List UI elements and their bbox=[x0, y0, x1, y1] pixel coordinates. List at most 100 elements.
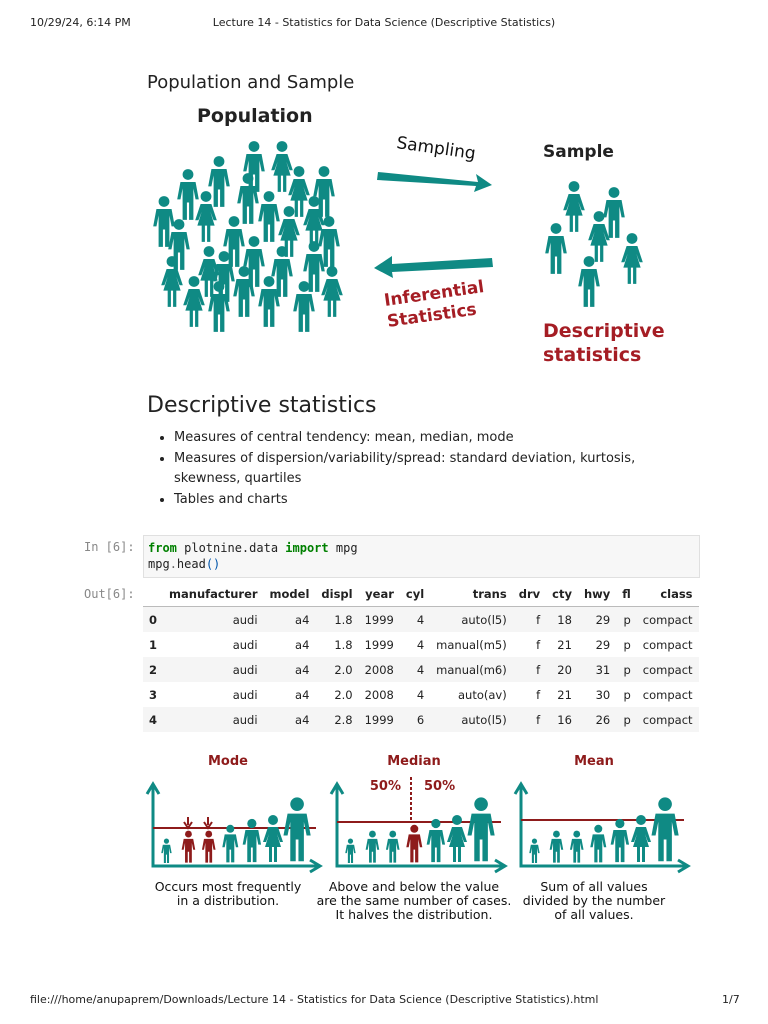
table-cell: 18 bbox=[557, 612, 572, 627]
code: mpg bbox=[328, 541, 358, 555]
code-line: mpg.head() bbox=[148, 556, 695, 572]
code-cell: from plotnine.data import mpg mpg.head() bbox=[143, 535, 700, 578]
axes bbox=[519, 786, 686, 868]
table-cell: f bbox=[536, 662, 541, 677]
panel-title: Mode bbox=[208, 754, 248, 769]
table-cell: 31 bbox=[595, 662, 611, 677]
table-cell: 29 bbox=[595, 637, 611, 652]
bullet-list: Measures of central tendency: mean, medi… bbox=[152, 428, 694, 510]
table-cell: 2008 bbox=[364, 662, 394, 677]
paren: () bbox=[205, 557, 221, 571]
axis-arrows bbox=[329, 781, 508, 874]
heading: Descriptive statistics bbox=[147, 393, 377, 418]
table-cell: 4 bbox=[416, 662, 425, 677]
table-cell: 20 bbox=[557, 662, 572, 677]
table-cell: p bbox=[623, 637, 631, 652]
person-icon bbox=[271, 141, 293, 192]
column-header: fl bbox=[622, 586, 631, 601]
sampling-label: Sampling bbox=[395, 133, 477, 164]
input-prompt: In [6]: bbox=[84, 540, 135, 554]
table-cell: 6 bbox=[416, 712, 425, 727]
table-cell: auto(l5) bbox=[461, 612, 507, 627]
person-icon bbox=[208, 156, 230, 207]
table-cell: 1.8 bbox=[334, 637, 353, 652]
code: mpg bbox=[148, 557, 170, 571]
person-icon bbox=[651, 797, 679, 862]
print-url: file:///home/anupaprem/Downloads/Lecture… bbox=[30, 993, 599, 1006]
person-icon bbox=[258, 276, 280, 327]
axes bbox=[151, 786, 318, 868]
median-percent: 50% bbox=[370, 779, 401, 794]
person-icon bbox=[345, 838, 356, 863]
table-cell: 4 bbox=[416, 687, 425, 702]
column-header: class bbox=[660, 586, 693, 601]
person-icon bbox=[243, 141, 265, 192]
table-cell: audi bbox=[232, 662, 258, 677]
table-cell: 30 bbox=[595, 687, 611, 702]
person-icon bbox=[631, 815, 651, 862]
index-header bbox=[143, 581, 163, 607]
header-row: manufacturer model displ year cyl trans drv cty… bbox=[143, 581, 699, 607]
table-cell: compact bbox=[642, 662, 693, 677]
caption: divided by the number bbox=[523, 893, 666, 908]
column-header: hwy bbox=[583, 586, 611, 601]
table-row: 4 audi a4 2.8 1999 6 auto(l5) f 16 26 p compact bbox=[143, 707, 699, 732]
column-header: trans bbox=[472, 586, 507, 601]
row-index: 0 bbox=[149, 612, 158, 627]
table-cell: 26 bbox=[595, 712, 611, 727]
person-icon bbox=[621, 233, 643, 284]
column-header: manufacturer bbox=[169, 586, 258, 601]
table-cell: a4 bbox=[295, 612, 310, 627]
person-icon bbox=[549, 830, 564, 863]
person-icon bbox=[161, 256, 183, 307]
bullet: Measures of central tendency: mean, medi… bbox=[174, 428, 694, 449]
column-header: cty bbox=[552, 586, 572, 601]
keyword: import bbox=[285, 541, 329, 555]
print-title: Lecture 14 - Statistics for Data Science… bbox=[212, 16, 556, 29]
keyword: from bbox=[148, 541, 177, 555]
table-cell: 29 bbox=[595, 612, 611, 627]
table-row: 1 audi a4 1.8 1999 4 manual(m5) f 21 29 p compact bbox=[143, 632, 699, 657]
axes bbox=[335, 786, 503, 868]
descriptive-label: statistics bbox=[543, 344, 642, 366]
caption: Sum of all values bbox=[540, 879, 647, 894]
row-index: 1 bbox=[149, 637, 158, 652]
person-icon bbox=[181, 830, 196, 863]
person-icon bbox=[385, 830, 400, 863]
caption: It halves the distribution. bbox=[336, 907, 493, 922]
table-cell: 4 bbox=[416, 612, 425, 627]
person-icon bbox=[569, 830, 584, 863]
mode-arrow bbox=[203, 817, 213, 830]
population-label: Population bbox=[197, 105, 313, 127]
table-cell: a4 bbox=[295, 637, 310, 652]
median-percent: 50% bbox=[424, 779, 455, 794]
table-cell: 16 bbox=[557, 712, 572, 727]
column-header: year bbox=[365, 586, 394, 601]
table-cell: compact bbox=[642, 712, 693, 727]
table-cell: f bbox=[536, 637, 541, 652]
table-cell: manual(m6) bbox=[436, 662, 507, 677]
panel-title: Mean bbox=[574, 754, 614, 769]
table-cell: audi bbox=[232, 712, 258, 727]
table-cell: p bbox=[623, 687, 631, 702]
arrow-sampling bbox=[377, 172, 492, 192]
arrow-inference bbox=[374, 256, 493, 278]
bullet: Tables and charts bbox=[174, 490, 694, 511]
table-cell: f bbox=[536, 712, 541, 727]
axis-arrows bbox=[513, 781, 691, 874]
code: head bbox=[176, 557, 206, 571]
table-cell: compact bbox=[642, 612, 693, 627]
table-cell: 4 bbox=[416, 637, 425, 652]
table-cell: p bbox=[623, 612, 631, 627]
person-icon bbox=[161, 838, 172, 863]
table-cell: 2.0 bbox=[334, 687, 353, 702]
table-cell: compact bbox=[642, 637, 693, 652]
column-header: drv bbox=[518, 586, 541, 601]
column-header: model bbox=[269, 586, 310, 601]
person-icon bbox=[183, 276, 205, 327]
table-cell: compact bbox=[642, 687, 693, 702]
person-icon bbox=[545, 223, 567, 274]
